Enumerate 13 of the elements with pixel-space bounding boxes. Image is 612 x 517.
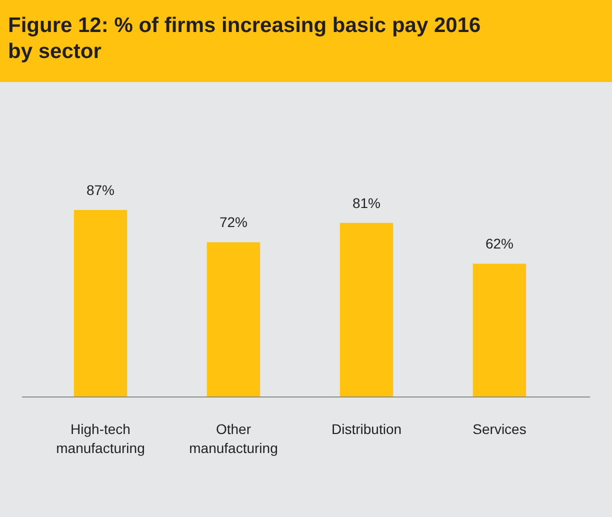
x-tick-label: High-tech manufacturing [56,421,145,456]
bar [74,210,128,397]
data-label: 87% [86,182,115,198]
bar [340,222,394,397]
data-label: 72% [219,214,248,230]
x-tick-label: Other manufacturing [189,421,278,456]
x-tick-label: Services [472,421,526,437]
chart-title: Figure 12: % of firms increasing basic pay 2016 by sector [8,14,481,63]
data-label: 62% [485,236,514,252]
x-tick-label: Distribution [331,421,402,437]
data-label: 81% [352,194,381,211]
bar [206,242,260,397]
bar [472,264,526,397]
